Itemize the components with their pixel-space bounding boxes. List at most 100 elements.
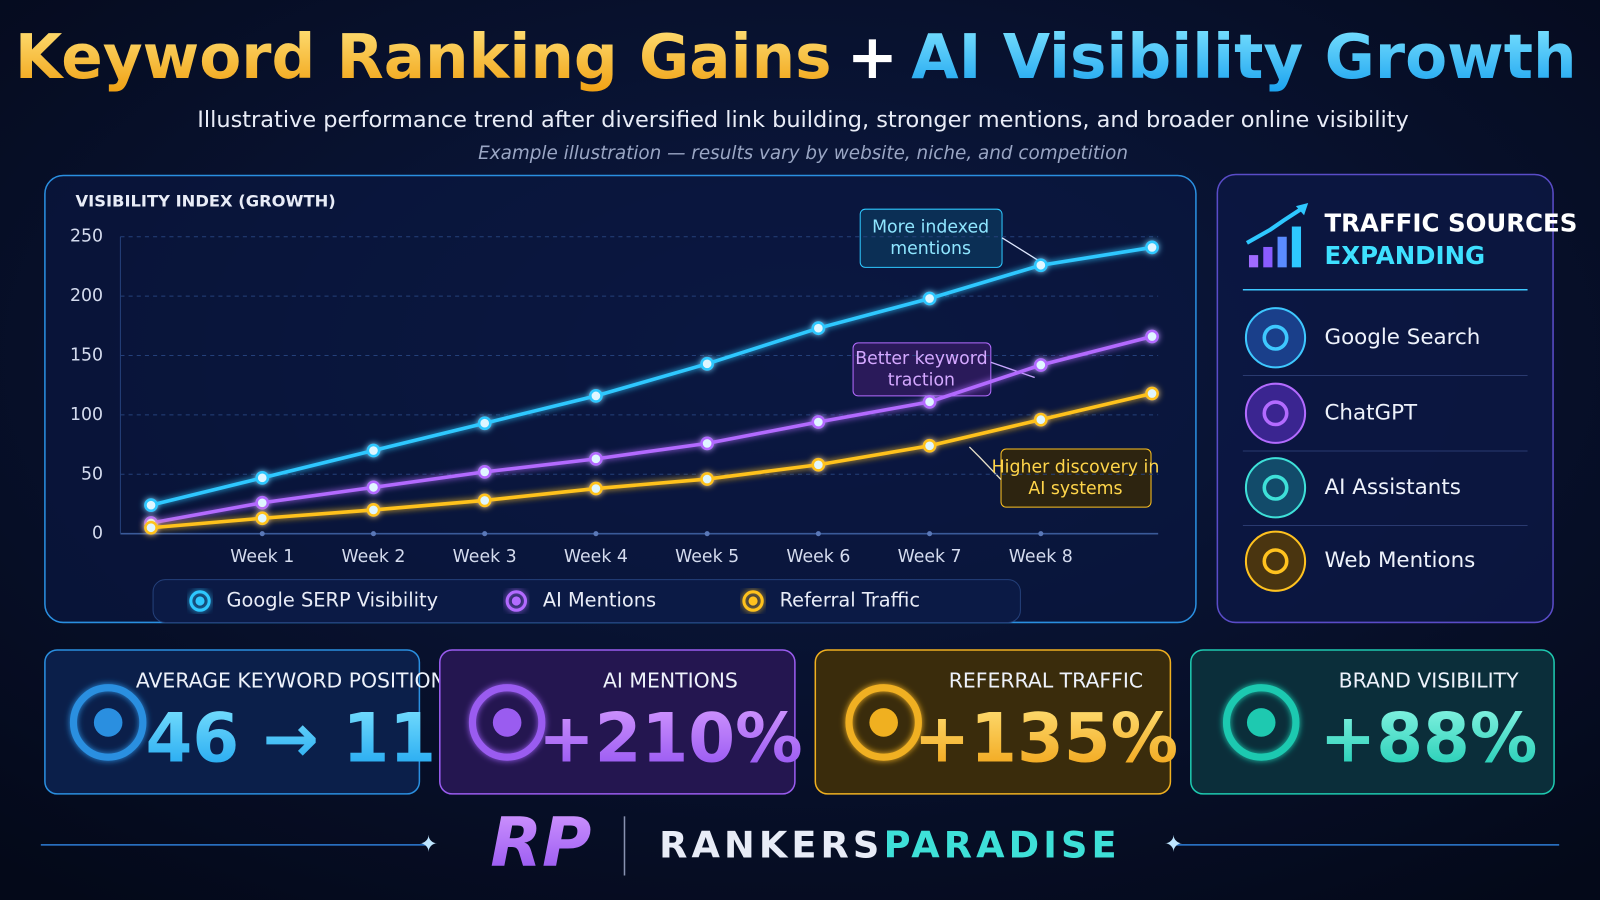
legend-box: [152, 579, 1021, 623]
point: [477, 465, 492, 479]
annotations: [852, 208, 1152, 508]
source-icon-bg: [1244, 530, 1307, 592]
annotation: Better keyword traction: [855, 349, 987, 390]
x-tick-label: Week 1: [230, 547, 294, 567]
legend-marker: [195, 596, 205, 606]
legend-marker: [505, 590, 528, 612]
point: [922, 291, 937, 306]
point: [700, 436, 715, 451]
x-tick: [259, 531, 265, 537]
x-tick-label: Week 4: [564, 547, 628, 567]
sources-title: EXPANDING: [1324, 241, 1485, 270]
y-tick-label: 250: [70, 227, 103, 247]
legend-label: Referral Traffic: [780, 589, 920, 612]
card-label: AVERAGE KEYWORD POSITION: [136, 669, 446, 693]
legend-marker: [742, 590, 764, 612]
legend-marker: [189, 590, 211, 612]
legend-marker: [511, 596, 521, 606]
point: [811, 321, 826, 336]
legend-label: AI Mentions: [543, 589, 656, 612]
source-label: Google Search: [1324, 325, 1480, 350]
stat-cards: AVERAGE KEYWORD POSITION 46 → 11 AI MENTIO…: [44, 649, 1555, 795]
card-icon: [845, 684, 922, 761]
title-right: AI Visibility Growth: [911, 22, 1576, 93]
x-tick: [482, 531, 488, 537]
y-tick-label: 50: [81, 464, 103, 484]
stat-card: [814, 649, 1172, 795]
point: [589, 481, 603, 496]
source-label: ChatGPT: [1324, 400, 1418, 425]
point: [1145, 329, 1159, 344]
annotation: Higher discovery in AI systems: [992, 457, 1160, 498]
sparkle: ✦: [419, 831, 438, 857]
series: [144, 240, 1159, 513]
point: [144, 498, 158, 513]
point: [366, 480, 381, 495]
x-tick-label: Week 7: [898, 547, 962, 567]
source-icon: [1262, 474, 1289, 501]
point: [1033, 412, 1048, 427]
card-label: BRAND VISIBILITY: [1339, 669, 1519, 693]
annotation-arrow: [968, 446, 1002, 481]
point: [922, 438, 937, 453]
title-plus: +: [847, 22, 898, 93]
x-tick: [370, 531, 377, 537]
point: [366, 503, 381, 517]
note: Example illustration — results vary by w…: [478, 143, 1128, 164]
annotation: More indexed mentions: [872, 218, 989, 259]
y-tick-label: 200: [70, 286, 103, 306]
sparkle: ✦: [1164, 831, 1183, 857]
x-tick-label: Week 2: [341, 547, 405, 567]
line: [150, 245, 1153, 507]
card-icon: [93, 708, 123, 737]
card-icon: [468, 684, 546, 761]
footer: ✦ ✦ RP RANKERS PARADISE: [40, 802, 1560, 882]
point: [700, 356, 715, 371]
x-tick: [1038, 531, 1044, 537]
x-tick: [815, 531, 821, 537]
point: [700, 472, 715, 486]
point: [1145, 386, 1159, 401]
card-icon: [869, 708, 898, 737]
x-tick: [593, 531, 599, 537]
stat-card: [439, 649, 796, 795]
y-axis-label: VISIBILITY INDEX (GROWTH): [76, 192, 336, 211]
card-value: 46 → 11: [145, 698, 436, 777]
card-icon: [69, 684, 147, 761]
annotation-box: [1000, 448, 1152, 508]
stat-card: [44, 649, 421, 795]
point: [477, 493, 492, 508]
point: [589, 451, 603, 466]
card-value: +135%: [914, 698, 1178, 777]
x-tick-label: Week 6: [786, 547, 850, 567]
brand-left: RANKERS: [659, 823, 883, 866]
sources-icon: [1245, 203, 1309, 268]
source-icon: [1262, 400, 1289, 427]
legend-marker: [748, 596, 758, 606]
y-tick-label: 100: [70, 405, 103, 425]
source-icon: [1262, 324, 1289, 351]
x-tick-label: Week 8: [1009, 547, 1073, 567]
point: [366, 443, 381, 458]
card-value: +88%: [1320, 698, 1538, 777]
card-label: AI MENTIONS: [603, 669, 738, 693]
annotation-arrow: [990, 361, 1035, 379]
x-tick: [704, 531, 710, 537]
annotation-arrow: [1001, 237, 1044, 264]
annotation-box: [852, 342, 992, 397]
point: [255, 470, 270, 485]
point: [589, 389, 603, 403]
sources-list: Google Search ChatGPT AI Assistants Web Men…: [1242, 307, 1528, 592]
source-icon-bg: [1244, 307, 1307, 369]
stat-card: [1190, 649, 1555, 795]
source-icon-bg: [1244, 457, 1307, 519]
card-icon: [492, 708, 522, 737]
logo: RP: [490, 802, 591, 881]
card-icon: [1222, 684, 1300, 761]
line: [150, 391, 1153, 530]
line: [150, 334, 1153, 525]
point: [1033, 258, 1048, 273]
title-left: Keyword Ranking Gains: [15, 22, 832, 93]
subtitle: Illustrative performance trend after div…: [197, 107, 1409, 133]
source-label: Web Mentions: [1324, 548, 1475, 573]
